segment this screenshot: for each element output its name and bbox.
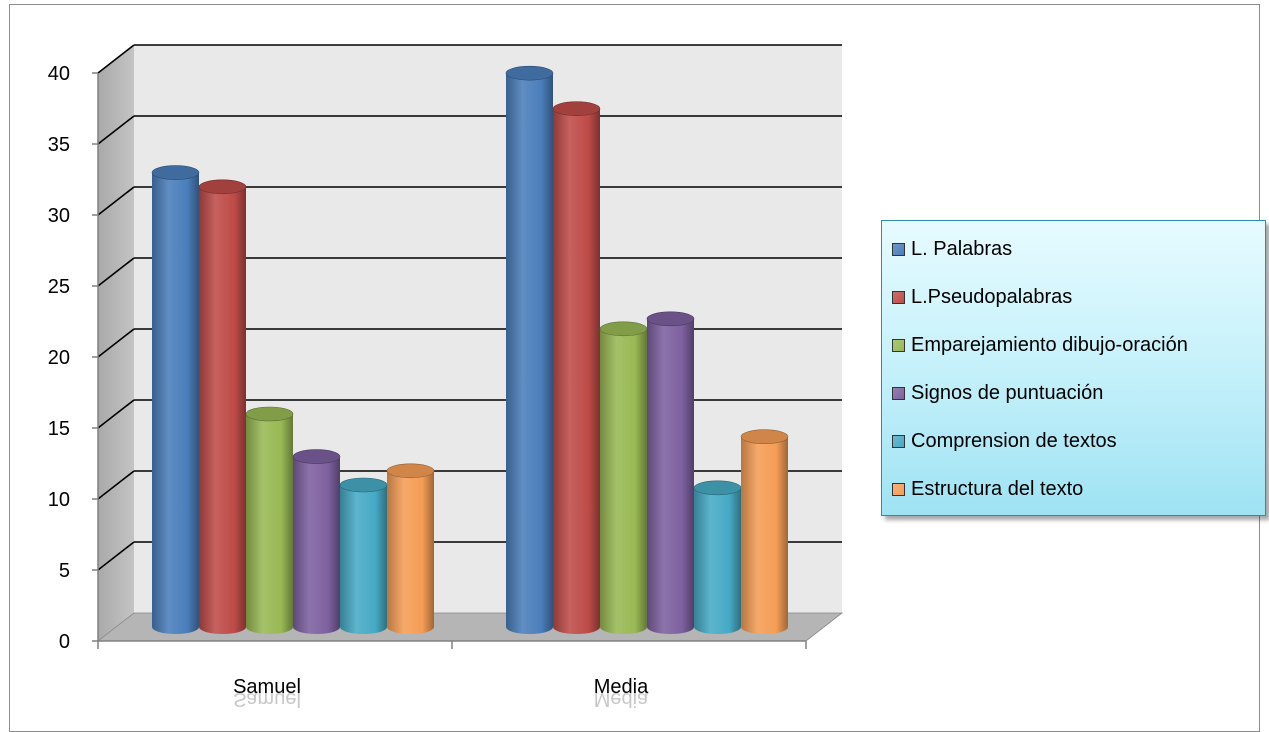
legend-label: Emparejamiento dibujo-oración bbox=[911, 333, 1188, 356]
bar bbox=[292, 449, 341, 635]
bar bbox=[198, 179, 247, 634]
bar-body bbox=[600, 328, 647, 635]
legend-item: L.Pseudopalabras bbox=[892, 282, 1072, 312]
gridline-side bbox=[97, 115, 135, 145]
y-tick-label: 35 bbox=[48, 134, 70, 156]
x-category-label-reflection: Media bbox=[594, 688, 649, 710]
bar-body bbox=[152, 172, 199, 635]
y-tick-label: 25 bbox=[48, 276, 70, 298]
legend-item: L. Palabras bbox=[892, 234, 1012, 264]
bar bbox=[646, 311, 695, 635]
legend: L. Palabras L.Pseudopalabras Emparejamient… bbox=[881, 220, 1266, 516]
legend-swatch bbox=[892, 338, 905, 352]
bar bbox=[505, 65, 554, 635]
bar-body bbox=[647, 318, 694, 635]
bar-top bbox=[599, 321, 648, 337]
bar-body bbox=[293, 456, 340, 635]
gridlines bbox=[97, 44, 842, 571]
bar-top bbox=[646, 311, 695, 327]
y-tick-label: 20 bbox=[48, 347, 70, 369]
x-category-label-reflection: Samuel bbox=[233, 688, 301, 710]
bar-top bbox=[693, 480, 742, 496]
legend-label: Signos de puntuación bbox=[911, 381, 1104, 404]
legend-swatch bbox=[892, 290, 905, 304]
bar-top bbox=[292, 449, 341, 464]
bar-body bbox=[387, 470, 434, 635]
legend-item: Comprension de textos bbox=[892, 426, 1117, 456]
bar-body bbox=[741, 436, 788, 635]
y-tick-label: 10 bbox=[48, 489, 70, 511]
bar-top bbox=[198, 179, 247, 195]
gridline-side bbox=[97, 257, 135, 287]
gridline-side bbox=[97, 399, 135, 429]
bar-top bbox=[151, 165, 200, 180]
bar bbox=[339, 477, 388, 635]
x-category-label: Media bbox=[594, 676, 649, 698]
gridline-side bbox=[97, 470, 135, 500]
legend-item: Signos de puntuación bbox=[892, 378, 1103, 408]
bar-body bbox=[340, 485, 387, 635]
legend-swatch bbox=[892, 482, 905, 496]
bar-top bbox=[386, 463, 435, 479]
y-tick-label: 40 bbox=[48, 63, 70, 85]
bar-body bbox=[694, 487, 741, 635]
y-tick-label: 15 bbox=[48, 418, 70, 440]
legend-item: Emparejamiento dibujo-oración bbox=[892, 330, 1188, 360]
bar-body bbox=[246, 414, 293, 635]
bar bbox=[386, 463, 435, 635]
legend-item: Estructura del texto bbox=[892, 474, 1083, 504]
legend-swatch bbox=[892, 434, 905, 448]
bar bbox=[693, 480, 742, 635]
bar-body bbox=[506, 73, 553, 635]
bar bbox=[245, 406, 294, 635]
y-tick-label: 0 bbox=[59, 631, 70, 653]
gridline-side bbox=[97, 186, 135, 216]
legend-swatch bbox=[892, 242, 905, 256]
legend-label: Estructura del texto bbox=[911, 477, 1084, 500]
bar bbox=[599, 321, 648, 635]
bar-body bbox=[553, 108, 600, 635]
bar-body bbox=[199, 186, 246, 634]
x-category-label: Samuel bbox=[233, 676, 301, 698]
y-tick-label: 5 bbox=[59, 560, 70, 582]
bar-top bbox=[740, 429, 789, 445]
bars bbox=[151, 65, 789, 635]
y-axis-ticks: 0 5 10 15 20 25 30 35 40 bbox=[48, 63, 98, 653]
bar-top bbox=[505, 65, 554, 81]
gridline-side bbox=[97, 44, 135, 74]
bar-top bbox=[552, 101, 601, 116]
legend-label: Comprension de textos bbox=[911, 429, 1117, 452]
bar-top bbox=[245, 406, 294, 422]
legend-label: L.Pseudopalabras bbox=[911, 285, 1073, 308]
gridline-side bbox=[97, 328, 135, 358]
legend-label: L. Palabras bbox=[911, 237, 1013, 260]
bar-top bbox=[339, 477, 388, 493]
bar bbox=[552, 101, 601, 635]
y-tick-label: 30 bbox=[48, 205, 70, 227]
legend-swatch bbox=[892, 386, 905, 400]
gridline-side bbox=[97, 541, 135, 571]
bar bbox=[151, 165, 200, 635]
bar bbox=[740, 429, 789, 635]
